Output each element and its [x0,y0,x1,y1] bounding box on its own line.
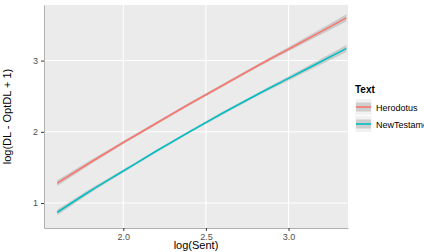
grid-line-x [123,5,124,228]
legend-key-band [356,120,371,129]
legend-key-line [356,123,371,125]
legend-key-line [356,106,371,108]
legend-key-band [356,103,371,112]
grid-line-x [288,5,289,228]
tick: 3 [33,56,44,66]
tick: 3.0 [283,228,296,242]
confidence-band [57,14,346,186]
axis-line [44,6,45,229]
legend-key [355,116,372,133]
y-axis: 1 2 3 [33,6,45,229]
legend: TextHerodotus NewTestament [355,84,424,133]
plot: 2.02.53.0123 [33,5,349,242]
tick-label: 3 [33,56,38,66]
tick: 2 [33,127,44,137]
grid-line-y [44,131,348,132]
legend-title: Text [355,84,375,95]
axis-line [45,228,349,229]
tick-label: 3.0 [283,232,296,242]
legend-label: Herodotus [376,103,418,113]
tick-mark [123,228,124,231]
x-axis-title: log(Sent) [174,239,219,251]
series-line [57,18,346,183]
panel-background [44,5,348,228]
tick: 2.0 [118,228,131,242]
tick-mark [41,61,44,62]
legend-label: NewTestament [376,120,424,130]
tick-label: 1 [33,198,38,208]
grid-line-y [44,60,348,61]
legend-item: NewTestament [355,116,424,133]
tick-mark [41,132,44,133]
tick-mark [41,203,44,204]
chart: 2.02.53.0123log(Sent)log(DL - OptDL + 1)… [0,0,424,252]
legend-key [355,99,372,116]
y-axis-title: log(DL - OptDL + 1) [1,69,13,164]
tick-mark [206,228,207,231]
grid-line-x [205,5,206,228]
grid [44,5,348,228]
series-line [57,48,346,212]
tick-mark [289,228,290,231]
tick-label: 2.0 [118,232,131,242]
tick: 1 [33,198,44,208]
grid-line-y [44,203,348,204]
legend-item: Herodotus [355,99,418,116]
series-group [57,14,346,215]
tick-label: 2 [33,127,38,137]
confidence-band [57,45,346,215]
